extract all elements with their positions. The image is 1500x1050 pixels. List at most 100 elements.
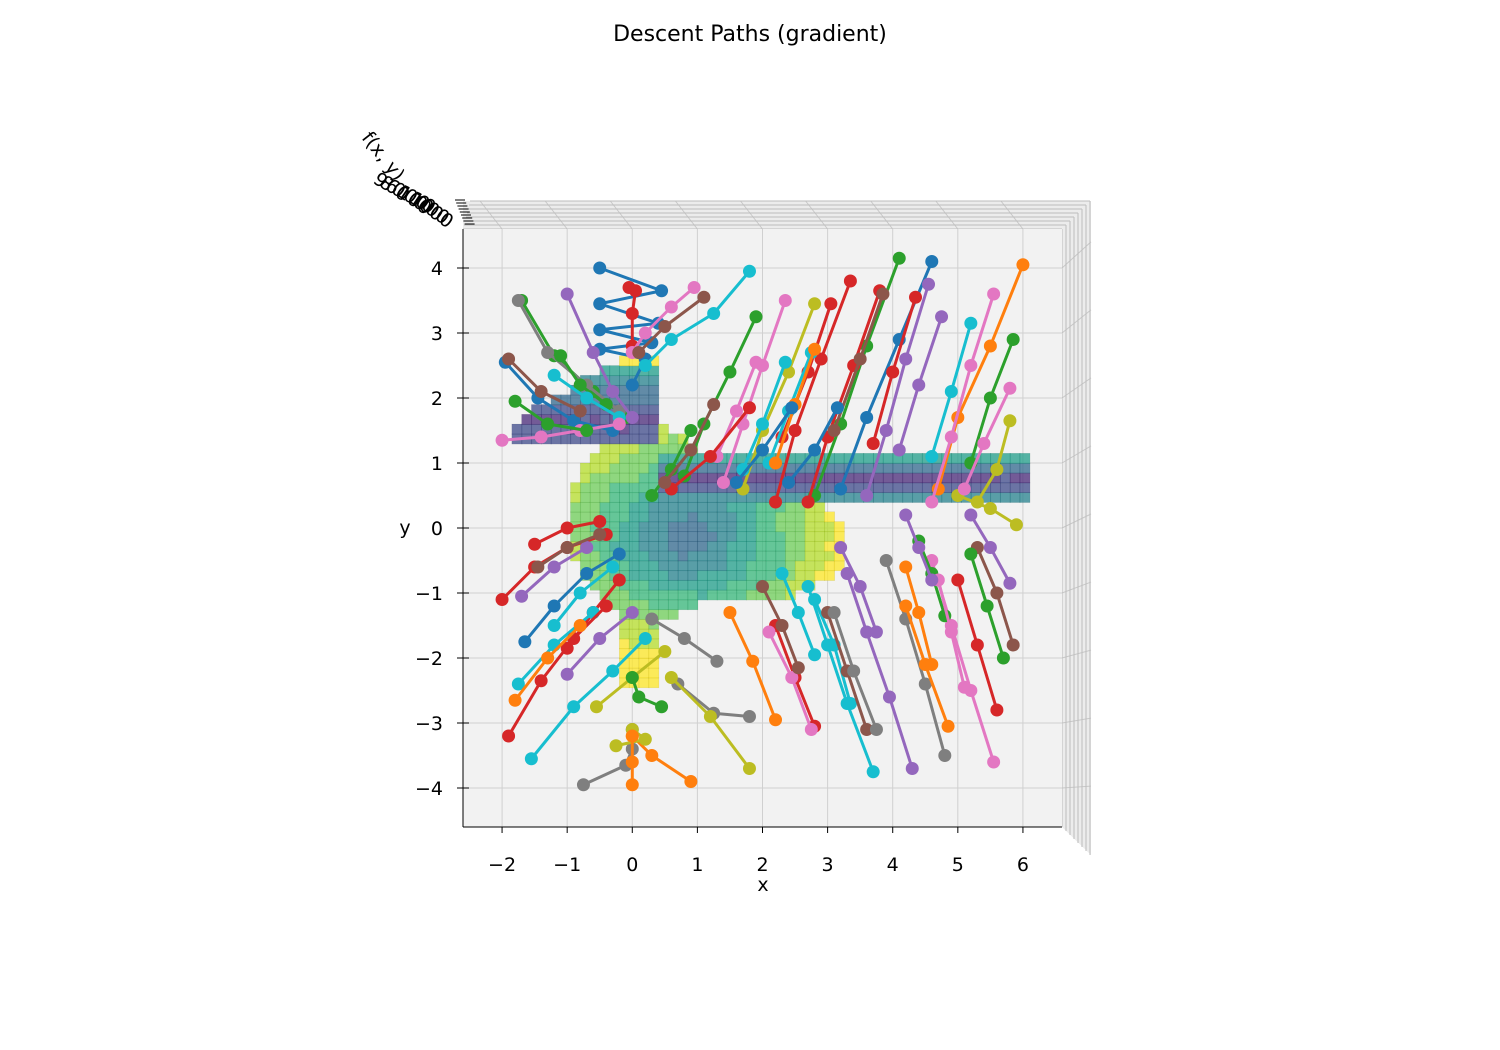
path-point — [779, 294, 792, 307]
surface-cell — [727, 522, 737, 532]
surface-cell — [629, 541, 639, 551]
surface-cell — [629, 424, 639, 434]
path-point — [942, 720, 955, 733]
surface-cell — [815, 570, 825, 580]
surface-cell — [688, 502, 698, 512]
path-point — [1007, 639, 1020, 652]
surface-cell — [649, 512, 659, 522]
path-point — [606, 561, 619, 574]
surface-cell — [746, 492, 756, 502]
surface-cell — [795, 570, 805, 580]
surface-cell — [688, 512, 698, 522]
surface-cell — [707, 531, 717, 541]
surface-cell — [756, 522, 766, 532]
surface-cell — [668, 590, 678, 600]
surface-cell — [600, 453, 610, 463]
surface-cell — [756, 502, 766, 512]
surface-cell — [619, 502, 629, 512]
surface-cell — [1020, 463, 1030, 473]
surface-cell — [678, 541, 688, 551]
path-point — [828, 606, 841, 619]
surface-cell — [824, 541, 834, 551]
surface-cell — [649, 561, 659, 571]
surface-cell — [688, 561, 698, 571]
path-point — [880, 554, 893, 567]
y-tick-label: 1 — [431, 453, 443, 475]
surface-cell — [981, 453, 991, 463]
surface-cell — [766, 531, 776, 541]
path-point — [518, 635, 531, 648]
path-point — [639, 359, 652, 372]
surface-cell — [580, 483, 590, 493]
surface-cell — [951, 463, 961, 473]
path-point — [723, 606, 736, 619]
surface-cell — [649, 600, 659, 610]
surface-cell — [697, 570, 707, 580]
surface-cell — [658, 541, 668, 551]
path-point — [730, 405, 743, 418]
surface-cell — [834, 463, 844, 473]
surface-cell — [815, 502, 825, 512]
surface-cell — [639, 570, 649, 580]
surface-cell — [649, 570, 659, 580]
path-point — [1003, 382, 1016, 395]
path-point — [984, 502, 997, 515]
surface-cell — [815, 531, 825, 541]
surface-cell — [649, 678, 659, 688]
path-point — [707, 398, 720, 411]
surface-cell — [746, 522, 756, 532]
surface-cell — [629, 502, 639, 512]
surface-cell — [736, 551, 746, 561]
path-point — [756, 418, 769, 431]
surface-cell — [951, 453, 961, 463]
surface-cell — [658, 590, 668, 600]
surface-cell — [590, 434, 600, 444]
surface-cell — [619, 483, 629, 493]
path-point — [802, 496, 815, 509]
surface-cell — [619, 531, 629, 541]
path-point — [870, 723, 883, 736]
surface-cell — [639, 463, 649, 473]
surface-cell — [619, 561, 629, 571]
surface-cell — [658, 502, 668, 512]
surface-cell — [678, 570, 688, 580]
path-point — [593, 632, 606, 645]
surface-cell — [678, 531, 688, 541]
surface-cell — [766, 561, 776, 571]
path-point — [938, 749, 951, 762]
surface-cell — [649, 385, 659, 395]
path-point — [535, 674, 548, 687]
surface-cell — [785, 531, 795, 541]
surface-cell — [639, 502, 649, 512]
surface-cell — [863, 453, 873, 463]
surface-cell — [649, 463, 659, 473]
surface-cell — [658, 531, 668, 541]
surface-cell — [658, 434, 668, 444]
surface-cell — [785, 492, 795, 502]
path-point — [655, 700, 668, 713]
surface-cell — [649, 434, 659, 444]
surface-cell — [639, 434, 649, 444]
surface-cell — [688, 600, 698, 610]
surface-cell — [639, 551, 649, 561]
surface-cell — [717, 541, 727, 551]
surface-cell — [668, 522, 678, 532]
surface-cell — [922, 473, 932, 483]
path-point — [528, 538, 541, 551]
path-point — [880, 424, 893, 437]
path-point — [912, 379, 925, 392]
surface-cell — [824, 512, 834, 522]
path-point — [1007, 333, 1020, 346]
path-point — [860, 489, 873, 502]
surface-cell — [600, 492, 610, 502]
surface-cell — [785, 541, 795, 551]
path-point — [626, 411, 639, 424]
surface-cell — [736, 531, 746, 541]
path-point — [587, 346, 600, 359]
surface-cell — [717, 512, 727, 522]
path-point — [548, 619, 561, 632]
path-point — [496, 434, 509, 447]
surface-cell — [639, 590, 649, 600]
surface-cell — [629, 473, 639, 483]
path-point — [769, 496, 782, 509]
